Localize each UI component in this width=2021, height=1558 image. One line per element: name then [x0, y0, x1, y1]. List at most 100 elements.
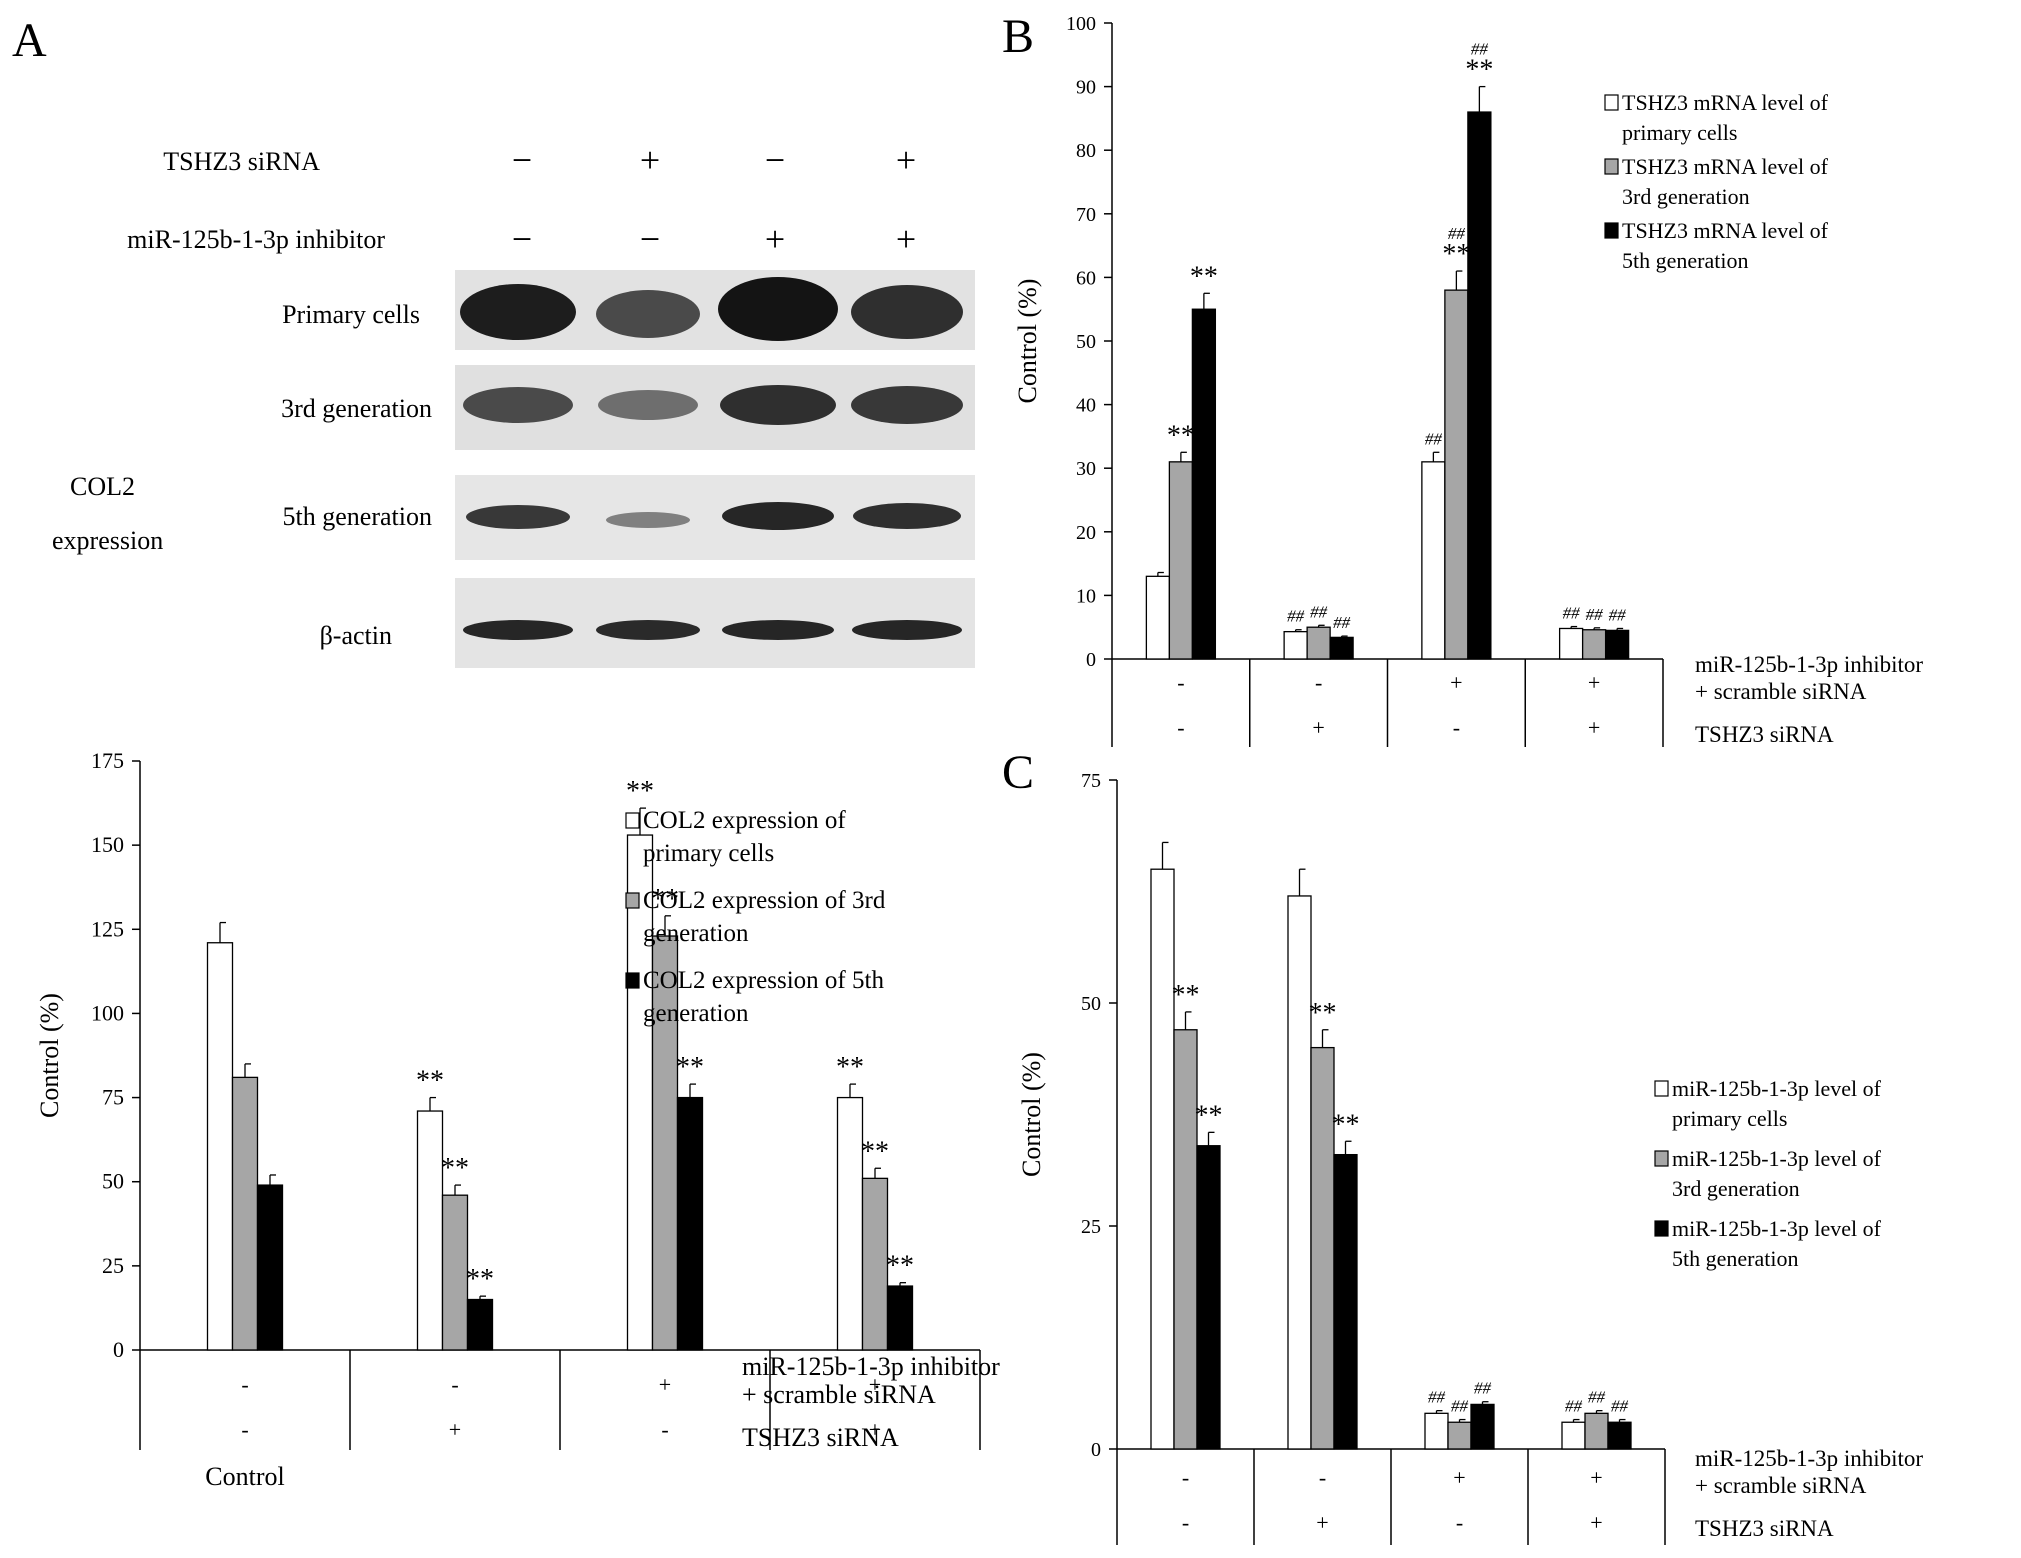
y-tick-label: 50 — [1076, 331, 1096, 353]
significance-mark: ** — [1309, 998, 1337, 1029]
y-tick-label: 60 — [1076, 267, 1096, 289]
panel-label-c: C — [1002, 746, 1034, 799]
blot-sign: + — [896, 219, 916, 259]
bar — [206, 942, 234, 1351]
bar — [1287, 895, 1312, 1450]
significance-mark: ** — [1195, 1100, 1223, 1131]
blot-row-primary: Primary cells — [282, 270, 975, 350]
bar — [1424, 1412, 1449, 1450]
bar — [1447, 1421, 1472, 1450]
blot-row-label: 5th generation — [283, 502, 432, 531]
blot-sign: − — [512, 219, 532, 259]
blot-row-label: Primary cells — [282, 300, 420, 329]
y-tick-label: 20 — [1076, 522, 1096, 544]
hash-mark: ## — [1448, 224, 1466, 243]
significance-mark: ** — [1465, 55, 1493, 86]
condition-sign: + — [1590, 1510, 1602, 1535]
panel-label-a: A — [12, 14, 47, 67]
condition-row-label: + scramble siRNA — [1695, 679, 1867, 704]
significance-mark: ** — [1172, 980, 1200, 1011]
condition-sign: + — [1588, 715, 1600, 740]
y-axis-label: Control (%) — [35, 993, 64, 1118]
condition-sign: - — [241, 1417, 248, 1442]
legend-label: TSHZ3 mRNA level of — [1622, 90, 1829, 115]
bar — [1467, 111, 1492, 660]
condition-sign: + — [659, 1372, 671, 1397]
condition-row-label: TSHZ3 siRNA — [1695, 722, 1834, 747]
bar — [1470, 1403, 1495, 1450]
significance-mark: ** — [886, 1251, 914, 1282]
blot-band — [722, 502, 834, 530]
legend-label: TSHZ3 mRNA level of — [1622, 154, 1829, 179]
y-tick-label: 70 — [1076, 204, 1096, 226]
y-tick-label: 40 — [1076, 395, 1096, 417]
legend-label: COL2 expression of 5th — [643, 967, 884, 994]
blot-row-3rd: 3rd generation — [281, 365, 975, 450]
bar — [1584, 1412, 1609, 1450]
hash-mark: ## — [1586, 605, 1604, 624]
blot-row-actin: β-actin — [320, 578, 975, 668]
condition-sign: + — [1590, 1465, 1602, 1490]
significance-mark: ** — [626, 776, 654, 807]
y-tick-label: 100 — [1066, 13, 1096, 35]
blot-band — [596, 290, 700, 338]
legend-swatch — [1654, 1150, 1669, 1167]
blot-band — [718, 277, 838, 341]
hash-mark: ## — [1609, 605, 1627, 624]
legend-label: miR-125b-1-3p level of — [1672, 1146, 1882, 1171]
bar — [1145, 575, 1171, 660]
blot-row-5th: 5th generation — [283, 475, 975, 560]
condition-sign: - — [1319, 1465, 1326, 1490]
blot-row-label: β-actin — [320, 621, 392, 650]
blot-group-label: COL2 — [70, 472, 135, 501]
condition-row-label: + scramble siRNA — [742, 1380, 936, 1409]
significance-mark: ** — [416, 1066, 444, 1097]
condition-sign: - — [1182, 1510, 1189, 1535]
blot-band — [722, 620, 834, 640]
bar — [256, 1184, 284, 1351]
blot-band — [606, 512, 690, 528]
y-axis-label: Control (%) — [1013, 279, 1042, 404]
hash-mark: ## — [1428, 1388, 1446, 1407]
blot-sign: + — [640, 140, 660, 180]
y-tick-label: 10 — [1076, 585, 1096, 607]
legend-swatch — [1604, 158, 1619, 175]
condition-sign: + — [869, 1372, 881, 1397]
hash-mark: ## — [1451, 1397, 1469, 1416]
blot-condition-label: TSHZ3 siRNA — [163, 147, 320, 176]
hash-mark: ## — [1611, 1397, 1629, 1416]
blot-band — [598, 390, 698, 420]
condition-row-label: TSHZ3 siRNA — [1695, 1516, 1834, 1541]
bar — [1444, 289, 1469, 660]
blot-group-label: expression — [52, 526, 163, 555]
bar — [1558, 627, 1584, 660]
condition-sign: - — [1177, 715, 1184, 740]
significance-mark: ** — [1167, 420, 1195, 451]
blot-sign: − — [765, 140, 785, 180]
legend-swatch — [625, 812, 640, 829]
blot-band — [466, 505, 570, 529]
bar — [1581, 629, 1607, 660]
bar — [1173, 1029, 1198, 1450]
significance-mark: ** — [466, 1264, 494, 1295]
condition-sign: - — [661, 1417, 668, 1442]
bar — [1561, 1421, 1586, 1450]
significance-mark: ** — [861, 1136, 889, 1167]
legend-label: miR-125b-1-3p level of — [1672, 1076, 1882, 1101]
legend-swatch — [1604, 222, 1619, 239]
hash-mark: ## — [1565, 1397, 1583, 1416]
condition-sign: + — [1588, 670, 1600, 695]
bar — [441, 1194, 469, 1351]
condition-sign: - — [1177, 670, 1184, 695]
condition-sign: - — [1453, 715, 1460, 740]
condition-sign: + — [1453, 1465, 1465, 1490]
condition-sign: - — [241, 1372, 248, 1397]
blot-condition-label: miR-125b-1-3p inhibitor — [127, 225, 385, 254]
bar — [1329, 636, 1354, 660]
y-tick-label: 175 — [91, 748, 124, 773]
bar-chart-c: 0 25 50 75 Control (%) - - - + + - + + miR-125b-1-3p … — [1017, 770, 1923, 1545]
blot-sign: + — [896, 140, 916, 180]
bar — [836, 1096, 864, 1351]
bar — [1310, 1046, 1335, 1450]
bar — [466, 1298, 494, 1351]
